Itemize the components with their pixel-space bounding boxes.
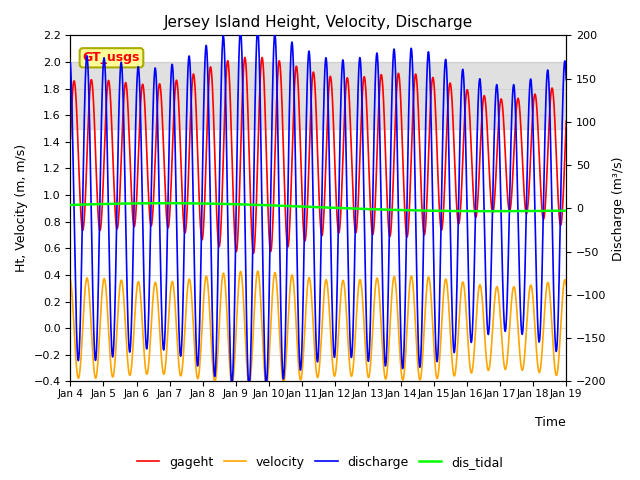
Text: GT_usgs: GT_usgs: [83, 51, 140, 64]
Legend: gageht, velocity, discharge, dis_tidal: gageht, velocity, discharge, dis_tidal: [132, 451, 508, 474]
Title: Jersey Island Height, Velocity, Discharge: Jersey Island Height, Velocity, Discharg…: [164, 15, 473, 30]
Y-axis label: Discharge (m³/s): Discharge (m³/s): [612, 156, 625, 261]
Text: Time: Time: [536, 416, 566, 429]
Bar: [70, 62, 566, 129]
Y-axis label: Ht, Velocity (m, m/s): Ht, Velocity (m, m/s): [15, 144, 28, 273]
